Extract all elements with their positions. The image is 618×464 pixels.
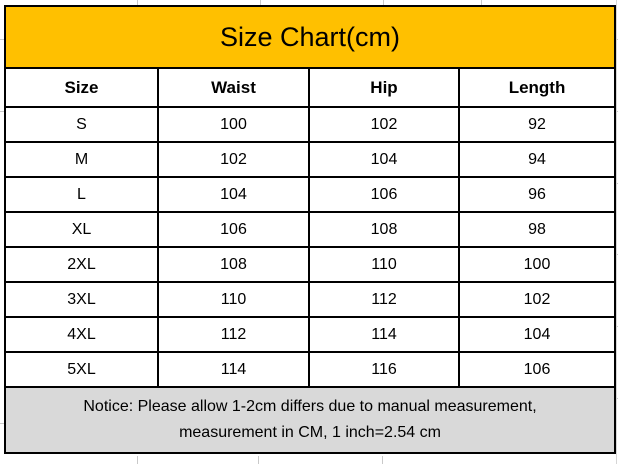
size-cell: XL — [4, 211, 159, 248]
hip-cell: 114 — [308, 316, 460, 353]
sheet-gridline — [258, 456, 259, 464]
title-row: Size Chart(cm) — [3, 5, 617, 69]
hip-cell: 106 — [308, 176, 460, 213]
hip-cell: 102 — [308, 106, 460, 143]
waist-cell: 104 — [157, 176, 310, 213]
sheet-gridline — [382, 456, 383, 464]
size-cell: L — [4, 176, 159, 213]
table-row: 5XL 114 116 106 — [4, 351, 617, 388]
table-row: L 104 106 96 — [4, 176, 617, 213]
waist-cell: 112 — [157, 316, 310, 353]
length-cell: 92 — [457, 106, 617, 143]
size-cell: 4XL — [4, 316, 159, 353]
hip-cell: 110 — [308, 246, 460, 283]
size-chart-table: Size Chart(cm) Size Waist Hip Length S 1… — [3, 5, 617, 454]
hip-cell: 116 — [308, 351, 460, 388]
chart-title: Size Chart(cm) — [3, 5, 617, 69]
table-row: XL 106 108 98 — [4, 211, 617, 248]
length-cell: 104 — [457, 316, 617, 353]
length-cell: 106 — [457, 351, 617, 388]
sheet-gridline — [260, 0, 261, 5]
sheet-gridline — [0, 423, 4, 424]
notice-line-2: measurement in CM, 1 inch=2.54 cm — [179, 424, 441, 441]
waist-cell: 106 — [157, 211, 310, 248]
sheet-gridline — [0, 39, 4, 40]
table-row: 4XL 112 114 104 — [4, 316, 617, 353]
size-cell: 5XL — [4, 351, 159, 388]
size-cell: 2XL — [4, 246, 159, 283]
notice-cell: Notice: Please allow 1-2cm differs due t… — [3, 386, 617, 454]
table-row: 2XL 108 110 100 — [4, 246, 617, 283]
length-cell: 94 — [457, 141, 617, 178]
table-row: M 102 104 94 — [4, 141, 617, 178]
notice-line-1: Notice: Please allow 1-2cm differs due t… — [83, 398, 537, 415]
length-cell: 100 — [457, 246, 617, 283]
column-header-hip: Hip — [308, 67, 460, 108]
notice-row: Notice: Please allow 1-2cm differs due t… — [3, 386, 617, 454]
waist-cell: 102 — [157, 141, 310, 178]
waist-cell: 114 — [157, 351, 310, 388]
sheet-gridline — [0, 111, 4, 112]
length-cell: 96 — [457, 176, 617, 213]
size-cell: S — [4, 106, 159, 143]
hip-cell: 104 — [308, 141, 460, 178]
hip-cell: 108 — [308, 211, 460, 248]
table-header-row: Size Waist Hip Length — [4, 67, 617, 108]
sheet-gridline — [137, 456, 138, 464]
table-row: S 100 102 92 — [4, 106, 617, 143]
hip-cell: 112 — [308, 281, 460, 318]
length-cell: 98 — [457, 211, 617, 248]
size-cell: M — [4, 141, 159, 178]
sheet-gridline — [616, 0, 617, 464]
column-header-length: Length — [457, 67, 617, 108]
sheet-gridline — [137, 0, 138, 5]
table-row: 3XL 110 112 102 — [4, 281, 617, 318]
sheet-gridline — [481, 0, 482, 5]
length-cell: 102 — [457, 281, 617, 318]
waist-cell: 100 — [157, 106, 310, 143]
sheet-gridline — [383, 0, 384, 5]
column-header-waist: Waist — [157, 67, 310, 108]
waist-cell: 108 — [157, 246, 310, 283]
size-cell: 3XL — [4, 281, 159, 318]
column-header-size: Size — [4, 67, 159, 108]
waist-cell: 110 — [157, 281, 310, 318]
